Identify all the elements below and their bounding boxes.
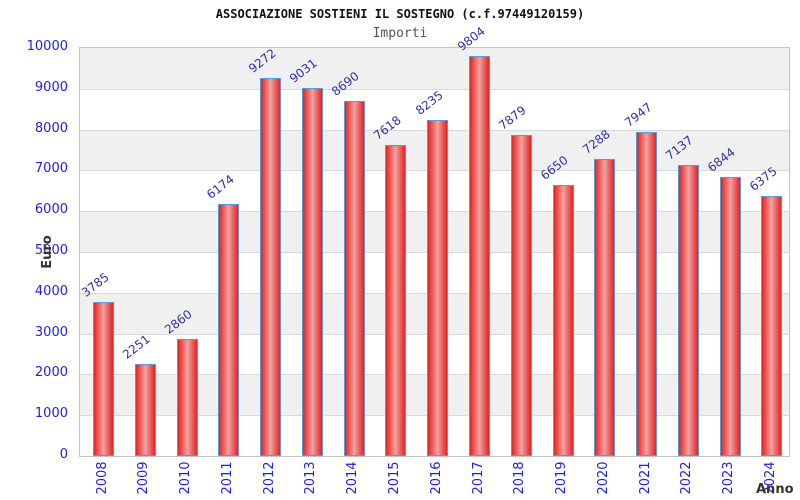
x-tick-label-2016: 2016 bbox=[428, 461, 444, 495]
bar-2018 bbox=[510, 134, 532, 456]
x-tick-label-2015: 2015 bbox=[386, 461, 402, 495]
bar-2014 bbox=[343, 101, 365, 456]
bar-2017 bbox=[469, 56, 491, 456]
x-tick-label-2017: 2017 bbox=[470, 461, 486, 495]
bar-2021 bbox=[636, 131, 658, 456]
x-axis-title: Anno bbox=[756, 482, 794, 497]
bar-2024 bbox=[761, 195, 783, 456]
x-tick-label-2018: 2018 bbox=[512, 461, 528, 495]
bar-2011 bbox=[218, 204, 240, 456]
x-tick-label-2019: 2019 bbox=[554, 461, 570, 495]
x-tick-label-2008: 2008 bbox=[94, 461, 110, 495]
x-tick-label-2012: 2012 bbox=[261, 461, 277, 495]
x-tick-label-2022: 2022 bbox=[679, 461, 695, 495]
y-tick-label: 4000 bbox=[34, 283, 68, 299]
bar-2016 bbox=[427, 120, 449, 456]
x-tick-label-2011: 2011 bbox=[219, 461, 235, 495]
y-tick-label: 10000 bbox=[26, 39, 68, 54]
y-tick-label: 6000 bbox=[34, 202, 68, 218]
x-tick-label-2023: 2023 bbox=[721, 461, 737, 495]
bar-2009 bbox=[134, 364, 156, 456]
x-tick-label-2020: 2020 bbox=[595, 461, 611, 495]
chart-title: ASSOCIAZIONE SOSTIENI IL SOSTEGNO (c.f.9… bbox=[215, 7, 585, 21]
x-tick-label-2013: 2013 bbox=[303, 461, 319, 495]
bar-2023 bbox=[719, 176, 741, 456]
y-tick-label: 2000 bbox=[34, 365, 68, 381]
y-tick-label: 0 bbox=[59, 447, 68, 462]
bar-2015 bbox=[385, 145, 407, 456]
plot-area: 3785 2251 2860 6174 9272 9031 8690 7618 8235 9804… bbox=[78, 24, 790, 457]
plot-band bbox=[80, 48, 789, 89]
y-tick-label: 5000 bbox=[34, 243, 68, 258]
x-tick-label-2014: 2014 bbox=[345, 461, 361, 495]
chart-subtitle: Importi bbox=[372, 26, 428, 41]
bar-2019 bbox=[552, 184, 574, 456]
y-tick-label: 1000 bbox=[34, 406, 68, 422]
x-tick-label-2021: 2021 bbox=[637, 461, 653, 495]
y-tick-label: 8000 bbox=[34, 120, 68, 136]
x-tick-label-2010: 2010 bbox=[178, 461, 194, 495]
y-tick-label: 9000 bbox=[34, 79, 68, 95]
gridline bbox=[80, 88, 789, 90]
bar-2012 bbox=[260, 77, 282, 456]
bar-2020 bbox=[594, 158, 616, 456]
bar-2010 bbox=[176, 339, 198, 456]
x-tick-label-2009: 2009 bbox=[136, 461, 152, 495]
y-axis-title: Euro bbox=[40, 235, 55, 269]
y-tick-label: 7000 bbox=[34, 161, 68, 177]
bar-2008 bbox=[93, 301, 114, 456]
bar-2013 bbox=[301, 87, 323, 456]
bar-2022 bbox=[677, 164, 699, 456]
y-tick-label: 3000 bbox=[34, 324, 68, 340]
